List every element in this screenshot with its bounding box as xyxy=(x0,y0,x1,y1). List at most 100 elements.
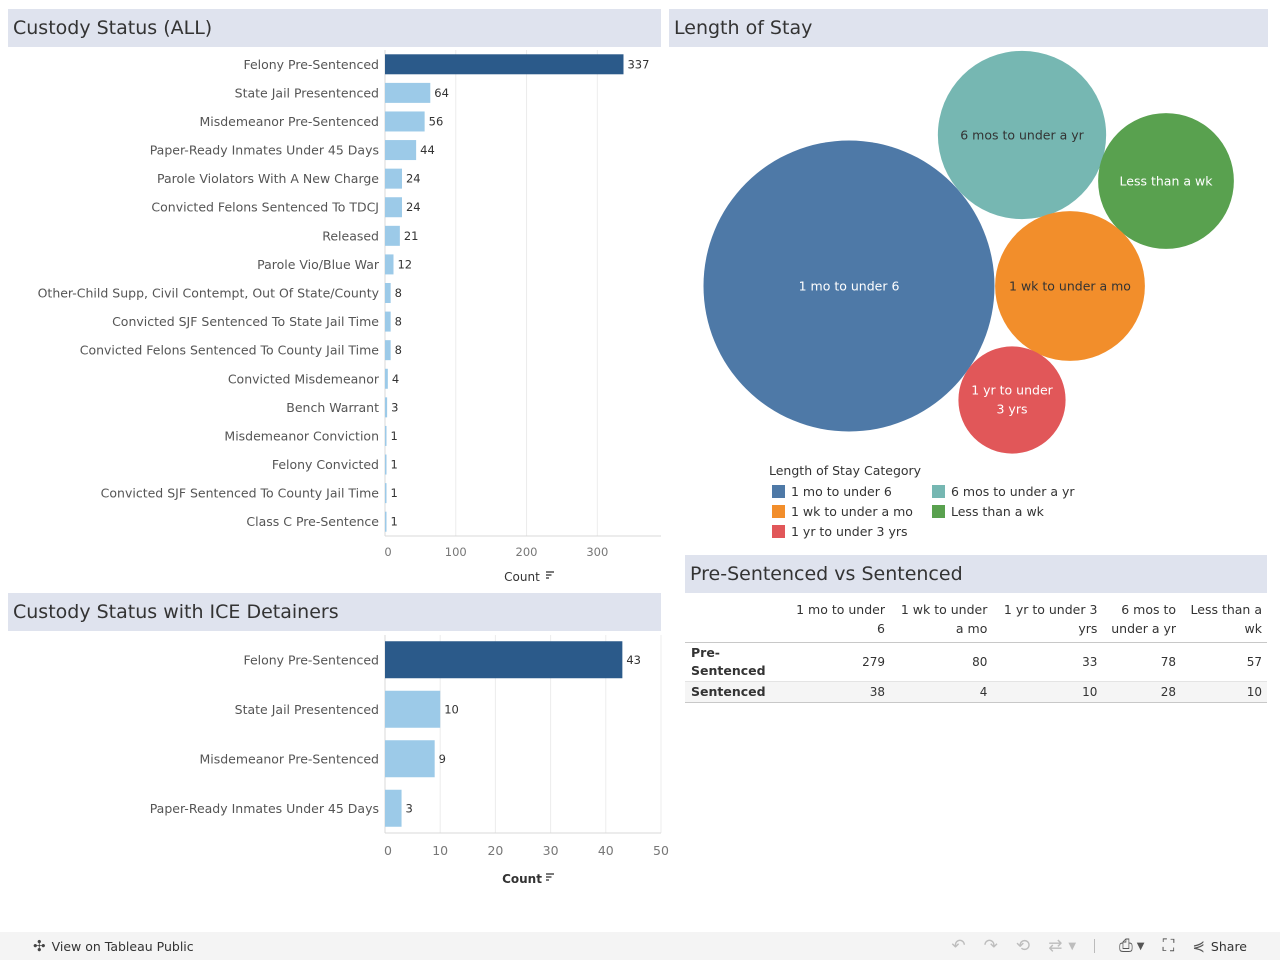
bar xyxy=(385,397,388,418)
fullscreen-icon[interactable]: ⛶ xyxy=(1162,936,1175,956)
value-label: 3 xyxy=(406,801,413,815)
view-on-tableau-link[interactable]: ✣ View on Tableau Public xyxy=(33,937,194,955)
value-label: 8 xyxy=(395,315,402,329)
row-label: Pre-Sentenced xyxy=(685,642,785,682)
value-label: 21 xyxy=(404,229,419,243)
table-cell: 78 xyxy=(1102,642,1182,682)
table-column-header[interactable]: 1 mo to under 6 xyxy=(785,598,890,643)
table-column-header[interactable]: Less than a wk xyxy=(1181,598,1267,643)
legend-label: Less than a wk xyxy=(951,504,1044,519)
table-row[interactable]: Pre-Sentenced 279 80 33 78 57 xyxy=(685,642,1267,682)
category-label: Felony Pre-Sentenced xyxy=(243,57,379,72)
table-header-row: 1 mo to under 6 1 wk to under a mo 1 yr to… xyxy=(685,598,1267,643)
category-label: Felony Pre-Sentenced xyxy=(243,652,379,667)
legend-label: 1 wk to under a mo xyxy=(791,504,913,519)
share-button[interactable]: ⋞ Share xyxy=(1192,937,1247,955)
bar xyxy=(385,311,391,332)
col-header-line: 1 mo to under xyxy=(796,602,885,617)
bar xyxy=(385,368,388,389)
value-label: 1 xyxy=(391,429,398,443)
col-header-line: under a yr xyxy=(1111,621,1177,636)
tick-label: 10 xyxy=(432,843,448,858)
legend-swatch xyxy=(772,505,785,518)
axis-title: Count xyxy=(504,570,540,584)
refresh-icon[interactable]: ⇄ xyxy=(1048,936,1063,956)
toolbar-divider xyxy=(1094,939,1096,953)
bubble-label: 1 yr to under xyxy=(971,383,1053,398)
value-label: 10 xyxy=(444,702,459,716)
bar xyxy=(385,483,387,504)
download-icon[interactable]: ⎙ xyxy=(1119,936,1133,956)
tick-label: 0 xyxy=(384,843,392,858)
col-header-line: wk xyxy=(1244,621,1262,636)
legend-item-1-wk[interactable]: 1 wk to under a mo xyxy=(769,504,929,519)
bubble-label: 6 mos to under a yr xyxy=(960,128,1084,143)
table-column-header[interactable]: 1 yr to under 3 yrs xyxy=(992,598,1103,643)
bubble xyxy=(703,140,995,432)
legend-item-less-wk[interactable]: Less than a wk xyxy=(929,504,1089,519)
category-label: Other-Child Supp, Civil Contempt, Out Of… xyxy=(38,286,380,301)
value-label: 56 xyxy=(429,114,444,128)
table-cell: 279 xyxy=(785,642,890,682)
custody-all-title: Custody Status (ALL) xyxy=(8,9,661,47)
value-label: 24 xyxy=(406,200,421,214)
bubble-label: 1 mo to under 6 xyxy=(799,279,900,294)
table-cell: 80 xyxy=(889,642,993,682)
pre-vs-sent-table: 1 mo to under 6 1 wk to under a mo 1 yr to… xyxy=(685,598,1267,703)
redo-icon[interactable]: ↷ xyxy=(983,936,998,956)
tick-label: 30 xyxy=(543,843,559,858)
legend-label: 6 mos to under a yr xyxy=(951,484,1075,499)
bar xyxy=(385,340,391,361)
value-label: 8 xyxy=(395,343,402,357)
bar xyxy=(385,111,425,132)
value-label: 4 xyxy=(392,372,399,386)
bar xyxy=(385,168,402,189)
value-label: 337 xyxy=(627,57,649,71)
bar xyxy=(385,690,441,728)
value-label: 3 xyxy=(391,400,398,414)
legend-item-1-yr[interactable]: 1 yr to under 3 yrs xyxy=(769,524,929,539)
value-label: 9 xyxy=(439,752,446,766)
category-label: Paper-Ready Inmates Under 45 Days xyxy=(150,143,379,158)
axis-title: Count xyxy=(502,872,542,886)
col-header-line: 6 xyxy=(877,621,885,636)
category-label: Convicted Felons Sentenced To County Jai… xyxy=(80,343,380,358)
category-label: Misdemeanor Pre-Sentenced xyxy=(199,114,379,129)
bar xyxy=(385,54,624,75)
legend-item-6-mos[interactable]: 6 mos to under a yr xyxy=(929,484,1089,499)
table-corner xyxy=(685,598,785,643)
chevron-down-icon[interactable]: ▼ xyxy=(1068,940,1077,952)
category-label: Felony Convicted xyxy=(272,457,379,472)
bar xyxy=(385,140,417,161)
tick-label: 40 xyxy=(598,843,614,858)
legend-item-1-mo[interactable]: 1 mo to under 6 xyxy=(769,484,929,499)
bar xyxy=(385,283,391,303)
tick-label: 100 xyxy=(445,545,467,559)
value-label: 8 xyxy=(395,286,402,300)
category-label: Convicted SJF Sentenced To State Jail Ti… xyxy=(112,314,379,329)
chevron-down-icon[interactable]: ▼ xyxy=(1136,940,1145,952)
revert-icon[interactable]: ⟲ xyxy=(1015,936,1031,956)
table-column-header[interactable]: 1 wk to under a mo xyxy=(889,598,993,643)
bar xyxy=(385,454,387,475)
table-cell: 28 xyxy=(1102,681,1182,703)
share-label: Share xyxy=(1210,938,1247,954)
table-row[interactable]: Sentenced 38 4 10 28 10 xyxy=(685,681,1267,703)
bar xyxy=(385,425,387,446)
tick-label: 0 xyxy=(384,545,391,559)
legend-title: Length of Stay Category xyxy=(769,463,922,478)
legend-swatch xyxy=(772,485,785,498)
col-header-line: yrs xyxy=(1078,621,1098,636)
table-cell: 38 xyxy=(785,681,890,703)
category-label: Misdemeanor Conviction xyxy=(224,428,379,443)
category-label: State Jail Presentenced xyxy=(235,85,379,100)
bar xyxy=(385,254,394,275)
length-of-stay-legend: Length of Stay Category 1 mo to under 6 … xyxy=(769,463,1089,539)
share-icon: ⋞ xyxy=(1192,937,1205,955)
table-cell: 10 xyxy=(992,681,1103,703)
length-of-stay-title: Length of Stay xyxy=(669,9,1268,47)
bar xyxy=(385,789,402,827)
undo-icon[interactable]: ↶ xyxy=(951,936,966,956)
table-cell: 4 xyxy=(889,681,993,703)
table-column-header[interactable]: 6 mos to under a yr xyxy=(1102,598,1182,643)
